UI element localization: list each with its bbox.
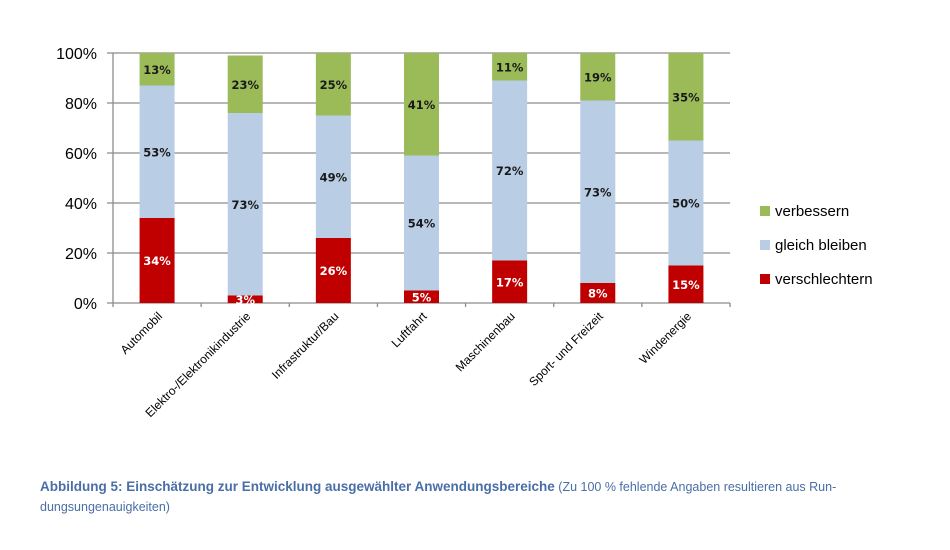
- legend-label: verbessern: [775, 203, 849, 220]
- data-label: 11%: [496, 60, 524, 74]
- legend-label: gleich bleiben: [775, 237, 867, 254]
- y-tick-label: 20%: [65, 246, 97, 263]
- legend: verbessern gleich bleiben verschlechtern: [760, 203, 873, 288]
- bar-segment: [492, 80, 528, 261]
- data-label: 54%: [408, 217, 436, 231]
- bar-segment: [668, 140, 704, 266]
- category-label: Infrastruktur/Bau: [269, 309, 342, 382]
- bar-segment: [227, 295, 263, 303]
- data-label: 3%: [235, 293, 255, 307]
- bar-segment: [315, 115, 351, 238]
- data-label: 73%: [231, 198, 259, 212]
- bar-stack: 15% 50% 35%: [668, 53, 704, 303]
- bar-segment: [315, 53, 351, 116]
- data-label: 49%: [320, 170, 348, 184]
- bar-segment: [404, 155, 439, 291]
- bars: 34% 53% 13% 3% 73% 23% 26% 49% 25% 5% 54% 41% 17% 72%…: [139, 53, 704, 307]
- data-label: 35%: [672, 90, 700, 104]
- bar-segment: [668, 265, 704, 303]
- data-label: 17%: [496, 275, 524, 289]
- data-label: 8%: [588, 287, 608, 301]
- legend-label: verschlechtern: [775, 271, 873, 288]
- bar-segment: [580, 100, 616, 283]
- bar-segment: [580, 53, 616, 101]
- data-label: 19%: [584, 70, 612, 84]
- stacked-bar-chart: 0% 20% 40% 60% 80% 100% 34% 53% 13% 3% 73% 23% 26% 4…: [56, 46, 873, 420]
- data-label: 72%: [496, 164, 524, 178]
- bar-stack: 17% 72% 11%: [492, 53, 528, 303]
- data-label: 25%: [320, 78, 348, 92]
- data-label: 73%: [584, 185, 612, 199]
- category-label: Elektro-/Elektronikindustrie: [143, 309, 254, 420]
- data-label: 13%: [143, 63, 171, 77]
- caption-note: (Zu 100 % fehlende Angaben resultieren a…: [40, 480, 837, 514]
- y-axis: 0% 20% 40% 60% 80% 100%: [56, 46, 114, 313]
- legend-item: verschlechtern: [760, 271, 873, 288]
- bar-stack: 26% 49% 25%: [315, 53, 351, 303]
- y-tick-label: 0%: [74, 296, 97, 313]
- bar-segment: [227, 55, 263, 113]
- data-label: 34%: [143, 254, 171, 268]
- legend-swatch: [760, 274, 770, 284]
- bar-segment: [492, 53, 528, 81]
- bar-stack: 5% 54% 41%: [404, 53, 439, 304]
- figure-caption: Abbildung 5: Einschätzung zur Entwicklun…: [40, 477, 920, 517]
- bar-segment: [227, 113, 263, 296]
- bar-segment: [668, 53, 704, 141]
- bar-stack: 8% 73% 19%: [580, 53, 616, 303]
- bar-segment: [492, 260, 528, 303]
- bar-segment: [139, 53, 175, 86]
- category-label: Maschinenbau: [453, 309, 518, 374]
- data-label: 50%: [672, 197, 700, 211]
- data-label: 23%: [231, 78, 259, 92]
- caption-title: Abbildung 5: Einschätzung zur Entwicklun…: [40, 479, 555, 494]
- bar-segment: [139, 85, 175, 218]
- bar-segment: [404, 290, 439, 303]
- legend-swatch: [760, 206, 770, 216]
- y-tick-label: 40%: [65, 196, 97, 213]
- bar-segment: [580, 283, 616, 303]
- data-label: 15%: [672, 278, 700, 292]
- bar-segment: [315, 238, 351, 303]
- category-label: Sport- und Freizeit: [526, 309, 606, 389]
- legend-item: gleich bleiben: [760, 237, 867, 254]
- category-label: Windenergie: [637, 309, 695, 367]
- bar-segment: [139, 218, 175, 303]
- category-label: Automobil: [118, 309, 166, 357]
- data-label: 26%: [320, 264, 348, 278]
- legend-swatch: [760, 240, 770, 250]
- y-tick-label: 100%: [56, 46, 97, 63]
- data-label: 5%: [412, 290, 432, 304]
- data-label: 53%: [143, 145, 171, 159]
- category-label: Luftfahrt: [389, 309, 431, 351]
- bar-stack: 34% 53% 13%: [139, 53, 175, 303]
- data-label: 41%: [408, 98, 436, 112]
- y-tick-label: 60%: [65, 146, 97, 163]
- bar-segment: [404, 53, 439, 156]
- bar-stack: 3% 73% 23%: [227, 55, 263, 307]
- y-tick-label: 80%: [65, 96, 97, 113]
- legend-item: verbessern: [760, 203, 849, 220]
